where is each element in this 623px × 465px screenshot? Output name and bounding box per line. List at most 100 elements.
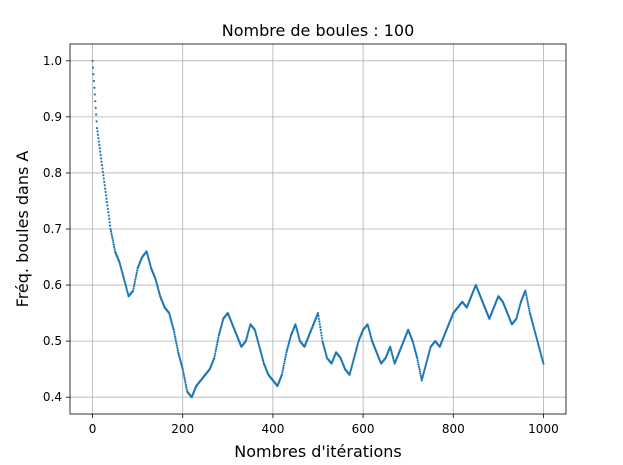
data-point	[534, 332, 537, 335]
grid	[70, 44, 566, 414]
data-point	[171, 325, 174, 328]
data-point	[169, 315, 172, 318]
data-point	[133, 282, 136, 286]
data-point	[540, 354, 543, 357]
data-point	[353, 355, 356, 358]
data-point	[214, 347, 218, 351]
data-point	[218, 332, 221, 335]
data-point	[413, 346, 416, 349]
data-point	[173, 335, 177, 338]
data-point	[419, 372, 422, 375]
data-point	[350, 365, 353, 368]
data-point	[118, 261, 121, 264]
data-point	[539, 352, 542, 355]
data-point	[258, 347, 261, 350]
data-point	[154, 278, 157, 281]
data-point	[283, 360, 286, 363]
data-point	[259, 348, 262, 352]
data-point	[173, 331, 176, 334]
data-point	[415, 353, 418, 356]
data-point	[135, 271, 138, 274]
data-point	[348, 373, 351, 376]
data-point	[181, 368, 184, 371]
data-point	[518, 307, 521, 310]
data-point	[528, 309, 531, 312]
data-point	[427, 354, 430, 357]
data-point	[104, 194, 108, 197]
data-point	[107, 214, 110, 217]
data-point	[524, 291, 527, 295]
data-point	[286, 347, 289, 351]
data-point	[418, 368, 421, 371]
data-point	[321, 341, 325, 344]
data-point	[123, 280, 126, 283]
data-point	[426, 355, 430, 358]
data-point	[542, 362, 545, 365]
data-point	[134, 278, 137, 281]
data-point	[123, 281, 127, 284]
data-point	[247, 328, 251, 331]
data-point	[157, 290, 160, 293]
data-point	[296, 329, 299, 333]
data-point	[168, 311, 171, 315]
data-point	[261, 357, 264, 360]
data-point	[97, 137, 100, 140]
data-point	[392, 359, 395, 362]
data-point	[352, 356, 356, 360]
data-point	[179, 359, 182, 362]
data-point	[218, 331, 221, 334]
data-point	[122, 276, 125, 279]
data-point	[174, 340, 178, 343]
data-point	[248, 326, 251, 329]
data-point	[94, 100, 97, 103]
data-point	[96, 130, 99, 133]
data-point	[530, 318, 533, 321]
data-point	[109, 230, 113, 233]
data-point	[254, 330, 257, 333]
data-point	[256, 340, 260, 343]
data-point	[366, 324, 370, 328]
data-point	[259, 350, 262, 353]
data-point	[529, 313, 532, 316]
data-point	[132, 289, 135, 292]
data-point	[111, 236, 114, 240]
data-point	[541, 357, 544, 360]
data-point	[420, 379, 423, 382]
data-point	[219, 326, 223, 329]
data-point	[220, 324, 223, 327]
data-point	[536, 338, 539, 342]
data-point	[281, 369, 284, 372]
data-point	[155, 280, 158, 283]
data-point	[297, 336, 301, 339]
data-point	[176, 346, 179, 349]
data-point	[245, 338, 248, 341]
data-point	[257, 343, 261, 347]
data-point	[156, 285, 159, 288]
data-point	[98, 147, 101, 150]
data-point	[296, 331, 299, 334]
data-point	[357, 341, 360, 344]
data-point	[105, 197, 108, 200]
data-point	[350, 366, 353, 370]
x-tick-label: 800	[442, 422, 465, 436]
data-point	[369, 333, 372, 336]
data-point	[99, 150, 102, 153]
data-point	[109, 224, 112, 227]
data-point	[368, 329, 371, 333]
data-point	[297, 334, 300, 338]
data-point	[529, 315, 532, 318]
y-axis-label: Fréq. boules dans A	[13, 151, 32, 308]
data-point	[256, 338, 259, 342]
data-point	[423, 369, 426, 372]
data-point	[425, 360, 428, 363]
data-point	[132, 285, 136, 288]
data-point	[354, 351, 357, 354]
data-point	[172, 327, 175, 330]
data-point	[412, 341, 415, 344]
data-point	[182, 374, 186, 377]
data-point	[354, 350, 357, 353]
data-point	[288, 337, 292, 340]
data-point	[119, 264, 122, 268]
data-point	[91, 66, 95, 69]
data-point	[177, 352, 180, 356]
